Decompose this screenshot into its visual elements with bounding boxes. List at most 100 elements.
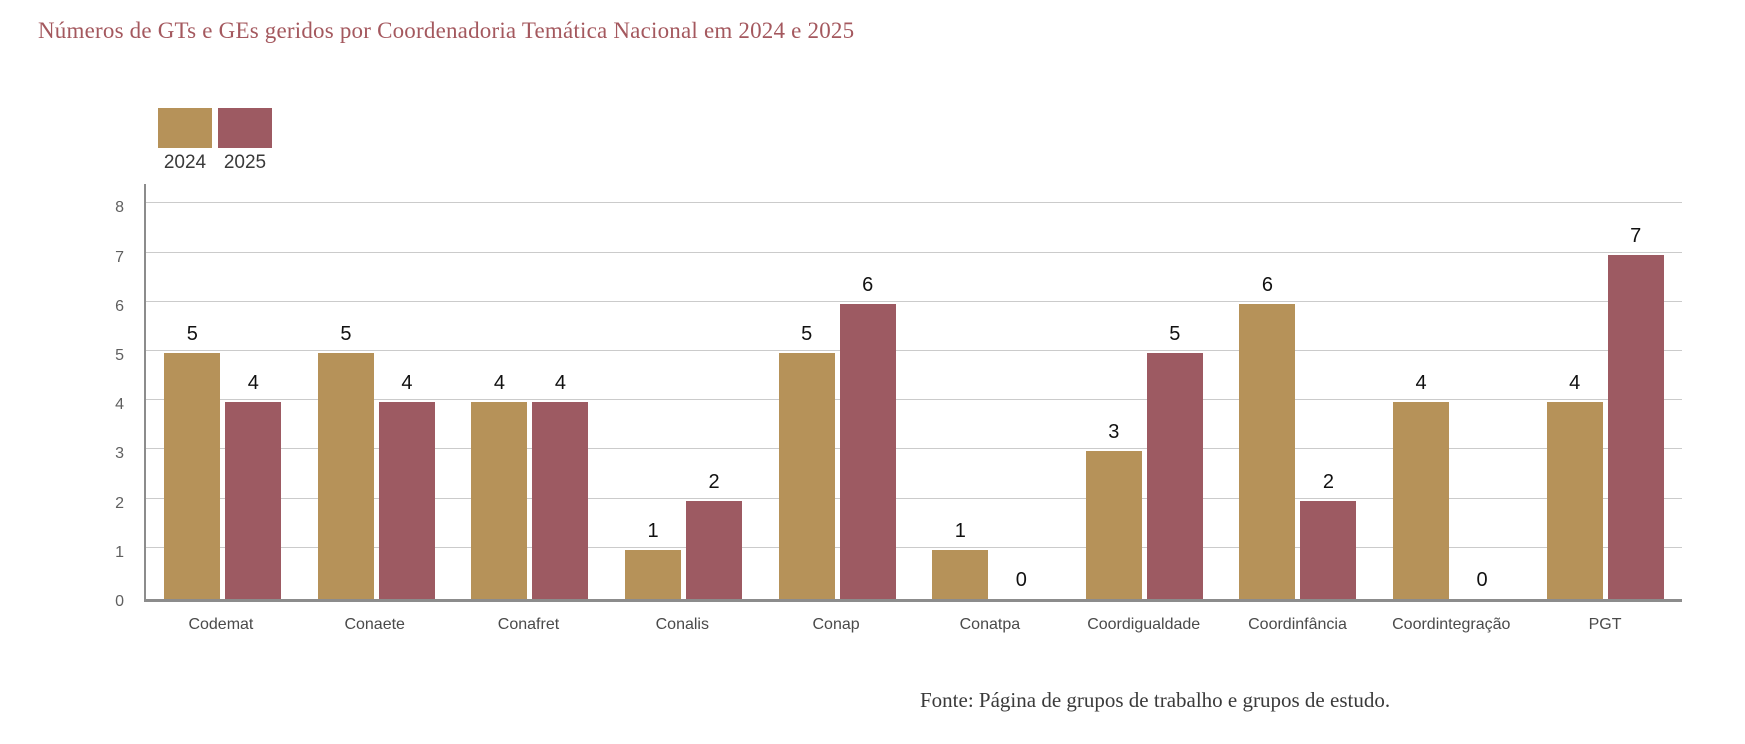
bar-2024-conatpa: [932, 549, 989, 599]
bar-value-label: 1: [954, 519, 966, 542]
bar-slot: 0: [993, 570, 1049, 599]
bar-value-label: 1: [647, 519, 659, 542]
bar-slot: 0: [1454, 570, 1510, 599]
source-note: Fonte: Página de grupos de trabalho e gr…: [920, 688, 1391, 712]
gridline: [146, 497, 1682, 499]
bar-2024-conalis: [625, 549, 682, 599]
bar-2024-coordigualdade: [1085, 451, 1142, 599]
y-axis-tick-label: 6: [115, 297, 124, 315]
legend-label: 2025: [223, 152, 267, 173]
bar-slot: 1: [625, 519, 682, 599]
x-axis-label-conap: Conap: [812, 616, 860, 633]
bar-value-label: 4: [1569, 372, 1581, 395]
legend-item-2025[interactable]: 2025: [218, 108, 272, 174]
x-axis-label-coordigualdade: Coordigualdade: [1087, 616, 1201, 633]
bar-value-label: 5: [340, 323, 352, 345]
bar-slot: 4: [225, 372, 282, 599]
bar-slot: 6: [839, 273, 896, 599]
bar-slot: 5: [164, 323, 221, 599]
y-axis-tick-label: 8: [115, 199, 124, 217]
bar-value-label: 2: [708, 470, 720, 493]
gridline: [146, 202, 1682, 204]
bar-2025-codemat: [225, 402, 282, 599]
gridline: [146, 300, 1682, 302]
bar-slot: 1: [932, 519, 989, 599]
bar-2025-coordinfância: [1300, 500, 1357, 599]
gridline: [146, 546, 1682, 548]
bar-value-label: 4: [1415, 372, 1427, 395]
bar-2025-conap: [839, 303, 896, 599]
bar-2025-conaete: [378, 402, 435, 599]
bar-2025-conalis: [686, 500, 743, 599]
legend-label: 2024: [163, 152, 207, 173]
bar-value-label: 4: [401, 372, 413, 395]
bar-value-label: 7: [1630, 224, 1642, 247]
bar-slot: 4: [1546, 372, 1603, 599]
bar-2024-pgt: [1546, 402, 1603, 599]
x-axis-label-pgt: PGT: [1588, 616, 1622, 633]
bar-value-label: 5: [801, 323, 813, 345]
gridline: [146, 448, 1682, 450]
bar-2024-conaete: [317, 353, 374, 599]
legend-swatch-2024: [158, 108, 212, 148]
x-axis-label-coordinfância: Coordinfância: [1248, 616, 1347, 633]
bar-value-label: 6: [1261, 273, 1274, 296]
bar-slot: 2: [1300, 470, 1357, 599]
bar-value-label: 4: [493, 372, 506, 395]
bar-value-label: 4: [247, 372, 259, 395]
bar-value-label: 0: [1015, 569, 1027, 591]
bar-slot: 4: [532, 372, 589, 599]
bar-2024-coordinfância: [1239, 303, 1296, 599]
x-axis-label-conafret: Conafret: [497, 616, 560, 633]
y-axis-tick-label: 4: [115, 396, 124, 414]
chart-title: Números de GTs e GEs geridos por Coorden…: [38, 18, 855, 43]
bar-value-label: 4: [554, 372, 567, 395]
gridline: [146, 251, 1682, 253]
bar-slot: 3: [1085, 421, 1142, 599]
bar-2024-coordintegração: [1393, 402, 1450, 599]
y-axis-tick-label: 3: [115, 445, 124, 463]
y-axis-tick-label: 5: [115, 347, 124, 364]
bar-value-label: 6: [862, 273, 874, 296]
bar-value-label: 5: [186, 323, 198, 345]
y-axis-tick-label: 7: [115, 248, 124, 266]
x-axis-label-conatpa: Conatpa: [959, 616, 1021, 633]
y-axis: 0 1 2 3 4 5 6 7 8: [22, 184, 144, 610]
x-axis: Codemat Conaete Conafret Conalis Conap Conatp…: [144, 616, 1682, 634]
bar-slot: 5: [778, 323, 835, 599]
bar-2024-conap: [778, 353, 835, 599]
bar-value-label: 0: [1476, 569, 1488, 591]
bar-slot: 2: [686, 470, 743, 599]
bar-slot: 4: [471, 372, 528, 599]
bar-value-label: 3: [1108, 421, 1120, 444]
bar-value-label: 2: [1322, 470, 1335, 493]
bar-slot: 5: [1146, 324, 1203, 599]
bar-2025-pgt: [1607, 254, 1664, 599]
x-axis-label-conalis: Conalis: [655, 616, 709, 633]
legend-item-2024[interactable]: 2024: [158, 108, 212, 174]
y-axis-tick-label: 0: [115, 593, 124, 610]
bar-2025-coordigualdade: [1146, 353, 1203, 599]
bar-slot: 7: [1607, 224, 1664, 599]
x-axis-label-coordintegração: Coordintegração: [1392, 616, 1511, 633]
bar-2025-conafret: [532, 402, 589, 599]
x-axis-label-codemat: Codemat: [188, 616, 254, 633]
bar-slot: 5: [317, 323, 374, 599]
gridline: [146, 399, 1682, 401]
y-axis-tick-label: 1: [115, 543, 124, 561]
bar-slot: 4: [1393, 372, 1450, 599]
